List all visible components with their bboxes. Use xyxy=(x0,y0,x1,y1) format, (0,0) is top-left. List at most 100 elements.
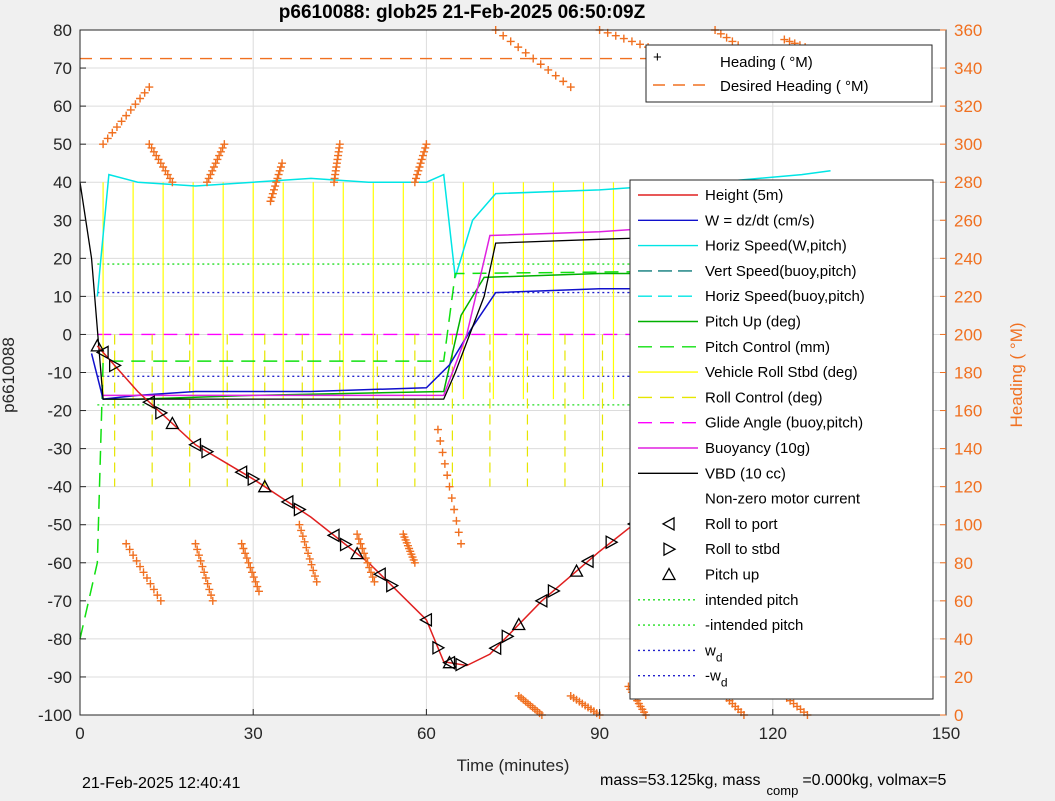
heading-point xyxy=(544,65,553,74)
heading-point xyxy=(420,147,429,156)
heading-point xyxy=(145,83,154,92)
heading-point xyxy=(611,31,620,40)
x-tick-label: 30 xyxy=(244,724,263,743)
heading-point xyxy=(447,494,456,503)
heading-point xyxy=(417,155,426,164)
heading-point xyxy=(410,178,419,187)
heading-point xyxy=(302,543,311,552)
legend-main-box xyxy=(629,179,934,700)
y-tick-label-left: -10 xyxy=(47,364,72,383)
y-tick-label-left: 20 xyxy=(53,249,72,268)
heading-point xyxy=(125,545,134,554)
heading-point xyxy=(410,558,419,567)
heading-point xyxy=(416,159,425,168)
roll-to-stbd-marker xyxy=(108,358,122,373)
legend-entry-label: Roll to port xyxy=(705,516,778,533)
heading-point xyxy=(271,182,280,191)
heading-point xyxy=(443,471,452,480)
y-tick-label-right: 340 xyxy=(954,59,982,78)
heading-point xyxy=(627,37,636,46)
heading-point xyxy=(297,526,306,535)
heading-point xyxy=(194,551,203,560)
legend-entry-label: Roll to stbd xyxy=(705,541,780,558)
y-tick-label-left: -90 xyxy=(47,668,72,687)
heading-point xyxy=(312,577,321,586)
roll-to-stbd-marker xyxy=(201,444,215,459)
legend-subscript: d xyxy=(716,650,723,664)
y-tick-label-right: 40 xyxy=(954,630,973,649)
heading-point xyxy=(108,128,117,137)
footer-mass: mass=53.125kg, mass comp=0.000kg, volmax=… xyxy=(600,772,946,798)
heading-point xyxy=(278,159,287,168)
heading-point xyxy=(310,572,319,581)
y-tick-label-left: 70 xyxy=(53,59,72,78)
y-tick-label-left: -60 xyxy=(47,554,72,573)
heading-point xyxy=(266,197,275,206)
y-tick-label-right: 160 xyxy=(954,402,982,421)
heading-point xyxy=(413,170,422,179)
legend-entry-label: Pitch Up (deg) xyxy=(705,314,801,331)
pitch-control-series xyxy=(79,269,831,640)
y-tick-label-left: 80 xyxy=(53,21,72,40)
heading-point xyxy=(136,562,145,571)
heading-point xyxy=(728,37,737,46)
roll-to-stbd-marker xyxy=(605,535,619,550)
heading-point xyxy=(204,174,213,183)
heading-point xyxy=(206,170,215,179)
axis-ticks: 0 30 60 90 120 150-100-90-80-70-60-50-40-30-2… xyxy=(38,21,982,743)
heading-point xyxy=(722,33,731,42)
y-tick-label-right: 100 xyxy=(954,516,982,535)
heading-point xyxy=(415,163,424,171)
y-tick-label-left: -100 xyxy=(38,706,72,725)
heading-point xyxy=(506,37,515,46)
heading-point xyxy=(215,151,224,160)
x-axis-label: Time (minutes) xyxy=(457,756,570,775)
legend-heading-label: Heading ( °M) xyxy=(720,54,813,71)
heading-point xyxy=(251,577,260,586)
roll-to-port-marker xyxy=(534,593,548,608)
legend-entry-label: Height (5m) xyxy=(705,187,783,204)
heading-point xyxy=(216,147,225,156)
x-tick-label: 120 xyxy=(759,724,787,743)
y-tick-label-right: 300 xyxy=(954,135,982,154)
heading-point xyxy=(360,549,369,558)
roll-to-port-marker xyxy=(141,395,155,410)
heading-point xyxy=(211,159,220,168)
heading-point xyxy=(153,591,162,600)
heading-point xyxy=(370,577,379,586)
heading-point xyxy=(309,566,318,575)
x-tick-label: 90 xyxy=(590,724,609,743)
roll-to-port-marker xyxy=(442,655,456,670)
y-tick-label-right: 360 xyxy=(954,21,982,40)
roll-to-port-marker xyxy=(580,554,594,569)
heading-point xyxy=(249,573,258,582)
y-tick-label-right: 80 xyxy=(954,554,973,573)
legend-entry-label: VBD (10 cc) xyxy=(705,465,786,482)
x-tick-label: 150 xyxy=(932,724,960,743)
footer-comp-sub: comp xyxy=(766,783,799,799)
heading-point xyxy=(521,48,530,57)
pitch-up-marker xyxy=(442,655,457,669)
heading-point xyxy=(619,34,628,43)
heading-point xyxy=(356,539,365,548)
heading-point xyxy=(220,140,229,149)
pitch-up-marker xyxy=(511,617,526,631)
y-tick-label-right: 220 xyxy=(954,287,982,306)
legend-marker-symbol xyxy=(661,516,675,531)
heading-point xyxy=(142,574,151,582)
legend-heading-symbol: + xyxy=(653,49,662,66)
y-tick-label-right: 20 xyxy=(954,668,973,687)
y-tick-label-right: 180 xyxy=(954,364,982,383)
y-tick-label-left: -80 xyxy=(47,630,72,649)
legend-entry-label: -intended pitch xyxy=(705,617,803,634)
heading-point xyxy=(358,544,367,553)
heading-point xyxy=(272,178,281,187)
roll-to-stbd-marker xyxy=(155,405,169,420)
heading-point xyxy=(99,140,108,149)
heading-point xyxy=(203,178,212,187)
heading-point xyxy=(156,596,165,605)
heading-point xyxy=(267,193,276,202)
heading-point xyxy=(499,31,508,40)
pitch-up-marker xyxy=(90,338,105,352)
legend-main: Height (5m) W = dz/dt (cm/s) Horiz Speed(W… xyxy=(629,179,934,700)
